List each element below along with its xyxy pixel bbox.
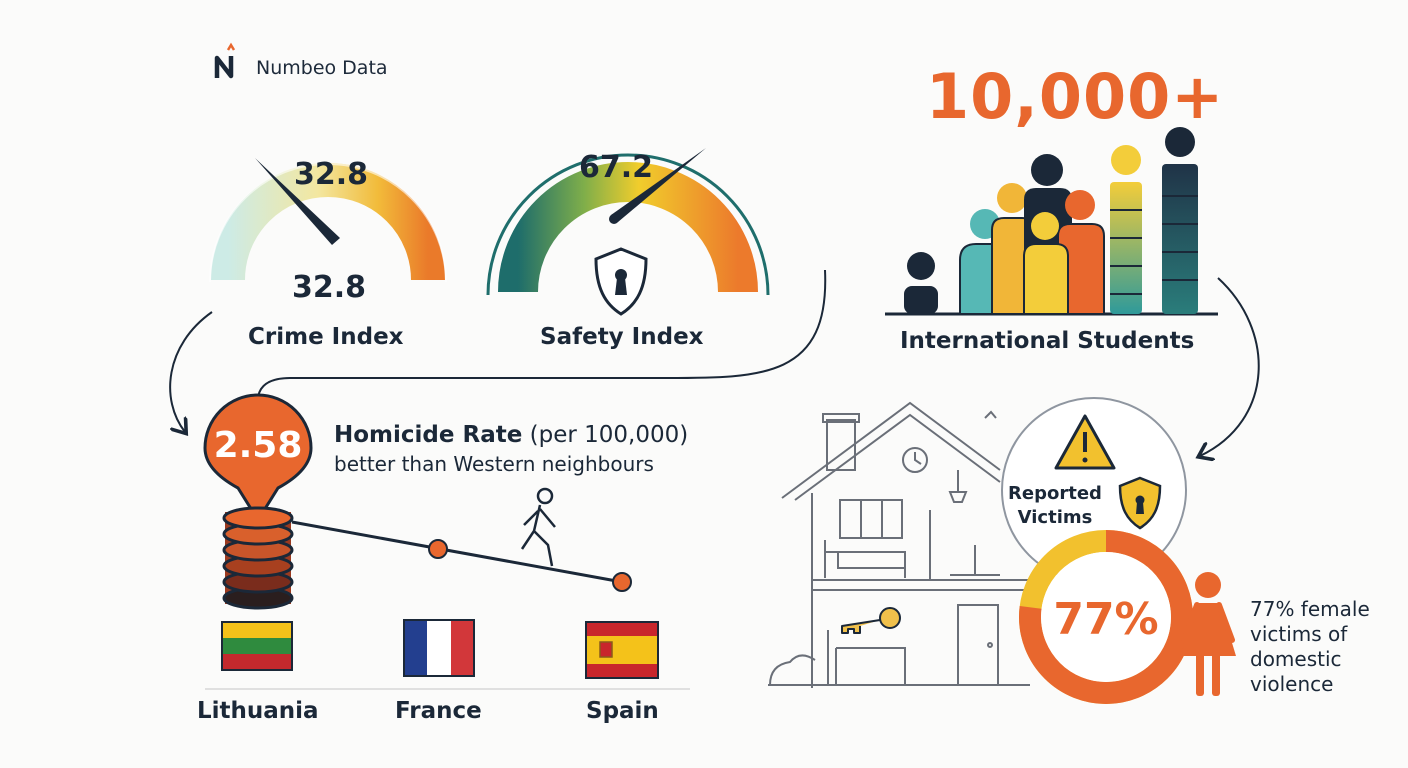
safety-gauge-needle (611, 148, 706, 222)
house-icon (768, 401, 1030, 688)
coin-stack-icon (222, 506, 294, 610)
victims-donut-arc (1019, 530, 1193, 704)
france-flag-icon (403, 619, 475, 677)
lithuania-flag-icon (221, 621, 293, 671)
homicide-subtitle: better than Western neighbours (334, 452, 654, 476)
homicide-title-main: Homicide Rate (334, 422, 523, 448)
warning-icon (1054, 414, 1116, 470)
homicide-rate-value: 2.58 (213, 425, 303, 466)
woman-icon (1180, 572, 1236, 696)
spain-flag-icon (585, 621, 659, 679)
key-icon (841, 607, 901, 634)
source-label: Numbeo Data (256, 57, 388, 79)
crime-index-value-top: 32.8 (294, 157, 369, 192)
country-label-lithuania: Lithuania (197, 698, 319, 724)
students-label: International Students (900, 328, 1195, 354)
victims-donut (1019, 530, 1193, 704)
students-count: 10,000+ (926, 60, 1225, 133)
safety-gauge (486, 148, 770, 316)
country-label-spain: Spain (586, 698, 659, 724)
reported-victims-label: Reported Victims (1008, 483, 1102, 528)
walking-person-icon (520, 487, 556, 567)
shield-lock-icon (1118, 476, 1162, 530)
victims-percent: 77% (1053, 594, 1159, 645)
homicide-title-unit: (per 100,000) (522, 422, 689, 448)
crime-gauge-needle (255, 158, 340, 245)
homicide-comparison-line (291, 520, 632, 592)
connector-students-victims (1200, 277, 1260, 456)
spain-marker (612, 572, 632, 592)
safety-index-label: Safety Index (540, 324, 704, 350)
crime-index-label: Crime Index (248, 324, 404, 350)
people-group-icon (885, 127, 1218, 316)
crime-index-value: 32.8 (292, 270, 367, 305)
france-marker (428, 539, 448, 559)
homicide-pin (203, 393, 313, 523)
numbeo-logo-icon (214, 42, 236, 79)
safety-index-value: 67.2 (579, 150, 654, 185)
female-victims-description: 77% female victims of domestic violence (1250, 597, 1370, 696)
country-label-france: France (395, 698, 482, 724)
connector-safety-homicide (257, 269, 827, 401)
connector-crime-homicide (169, 311, 213, 432)
shield-lock-icon (594, 247, 648, 316)
homicide-title: Homicide Rate (per 100,000) (334, 422, 688, 448)
crime-gauge (209, 158, 447, 283)
